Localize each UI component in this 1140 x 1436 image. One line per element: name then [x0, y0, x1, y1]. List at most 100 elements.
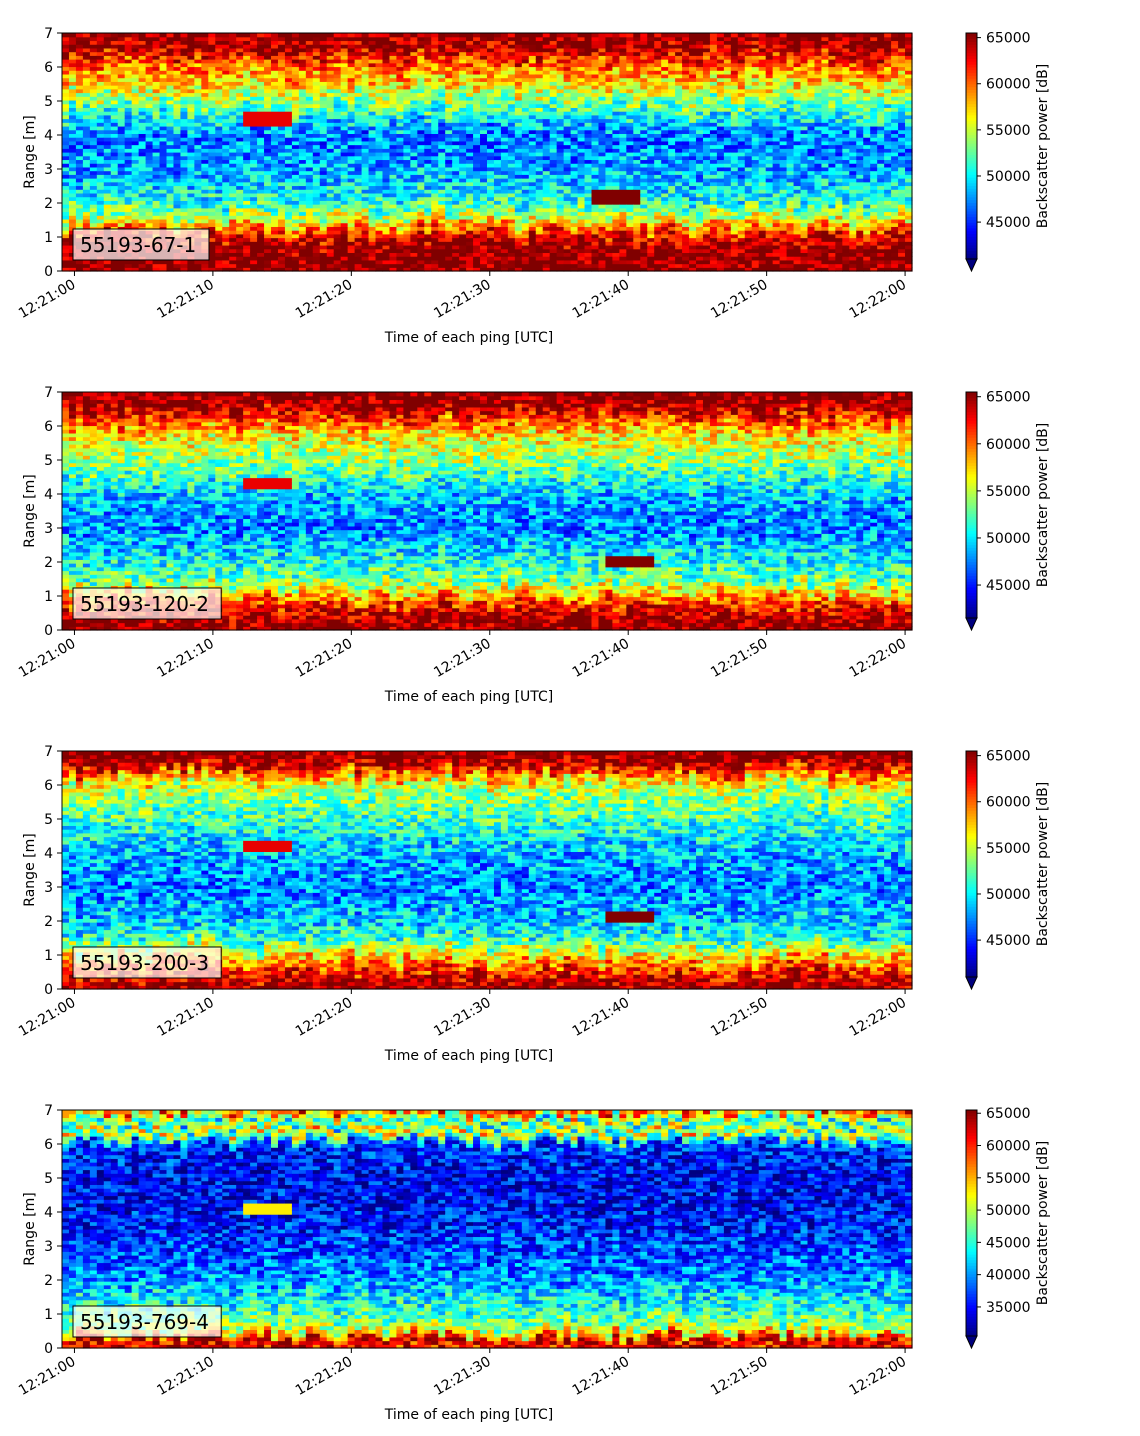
heatmap-cell [125, 52, 133, 56]
heatmap-cell [313, 145, 321, 149]
heatmap-cell [487, 63, 495, 67]
heatmap-cell [424, 48, 432, 52]
heatmap-cell [313, 197, 321, 201]
heatmap-cell [76, 163, 84, 167]
heatmap-cell [431, 126, 439, 130]
heatmap-cell [69, 215, 77, 219]
heatmap-cell [578, 37, 586, 41]
heatmap-cell [403, 182, 411, 186]
heatmap-cell [369, 44, 377, 48]
heatmap-cell [452, 55, 460, 59]
heatmap-cell [313, 212, 321, 216]
heatmap-cell [271, 264, 279, 268]
heatmap-cell [83, 40, 91, 44]
heatmap-cell [348, 241, 356, 245]
heatmap-cell [62, 59, 70, 63]
heatmap-cell [222, 89, 230, 93]
heatmap-cell [550, 212, 558, 216]
heatmap-cell [348, 185, 356, 189]
heatmap-cell [417, 208, 425, 212]
heatmap-cell [403, 137, 411, 141]
heatmap-cell [83, 152, 91, 156]
heatmap-cell [201, 122, 209, 126]
heatmap-cell [459, 215, 467, 219]
heatmap-cell [173, 85, 181, 89]
heatmap-cell [160, 219, 168, 223]
heatmap-cell [215, 111, 223, 115]
heatmap-cell [487, 159, 495, 163]
heatmap-cell [180, 78, 188, 82]
heatmap-cell [389, 70, 397, 74]
heatmap-cell [278, 59, 286, 63]
heatmap-cell [571, 238, 579, 242]
heatmap-cell [285, 234, 293, 238]
heatmap-cell [250, 159, 258, 163]
heatmap-cell [167, 63, 175, 67]
heatmap-cell [515, 148, 523, 152]
heatmap-cell [90, 174, 98, 178]
heatmap-cell [536, 189, 544, 193]
heatmap-cell [250, 37, 258, 41]
heatmap-cell [487, 40, 495, 44]
heatmap-cell [452, 212, 460, 216]
heatmap-cell [125, 122, 133, 126]
heatmap-cell [543, 178, 551, 182]
heatmap-cell [264, 141, 272, 145]
heatmap-cell [543, 152, 551, 156]
heatmap-cell [417, 256, 425, 260]
heatmap-cell [550, 167, 558, 171]
heatmap-cell [585, 89, 593, 93]
heatmap-cell [83, 212, 91, 216]
heatmap-cell [529, 167, 537, 171]
heatmap-cell [292, 159, 300, 163]
heatmap-cell [369, 74, 377, 78]
heatmap-cell [348, 100, 356, 104]
heatmap-cell [153, 141, 161, 145]
heatmap-cell [76, 59, 84, 63]
heatmap-cell [139, 115, 147, 119]
heatmap-cell [382, 193, 390, 197]
heatmap-cell [522, 74, 530, 78]
heatmap-cell [341, 193, 349, 197]
heatmap-cell [285, 119, 293, 123]
heatmap-cell [348, 104, 356, 108]
heatmap-cell [403, 70, 411, 74]
heatmap-cell [118, 119, 126, 123]
heatmap-cell [598, 81, 606, 85]
heatmap-cell [320, 174, 328, 178]
heatmap-cell [522, 122, 530, 126]
heatmap-cell [139, 81, 147, 85]
heatmap-cell [508, 44, 516, 48]
heatmap-cell [355, 159, 363, 163]
heatmap-cell [536, 178, 544, 182]
heatmap-cell [139, 156, 147, 160]
heatmap-cell [69, 126, 77, 130]
heatmap-cell [236, 137, 244, 141]
heatmap-cell [306, 148, 314, 152]
heatmap-cell [403, 200, 411, 204]
heatmap-cell [69, 70, 77, 74]
heatmap-cell [445, 212, 453, 216]
heatmap-cell [466, 215, 474, 219]
heatmap-cell [250, 264, 258, 268]
heatmap-cell [83, 178, 91, 182]
heatmap-cell [494, 119, 502, 123]
heatmap-cell [153, 66, 161, 70]
heatmap-cell [445, 104, 453, 108]
heatmap-cell [327, 52, 335, 56]
heatmap-cell [508, 33, 516, 37]
heatmap-cell [424, 241, 432, 245]
heatmap-cell [508, 252, 516, 256]
heatmap-cell [564, 52, 572, 56]
heatmap-cell [389, 185, 397, 189]
heatmap-cell [118, 219, 126, 223]
heatmap-cell [236, 167, 244, 171]
heatmap-cell [515, 52, 523, 56]
heatmap-cell [592, 37, 600, 41]
heatmap-cell [236, 189, 244, 193]
heatmap-cell [139, 182, 147, 186]
heatmap-cell [292, 119, 300, 123]
heatmap-cell [403, 249, 411, 253]
heatmap-cell [167, 89, 175, 93]
heatmap-cell [424, 256, 432, 260]
